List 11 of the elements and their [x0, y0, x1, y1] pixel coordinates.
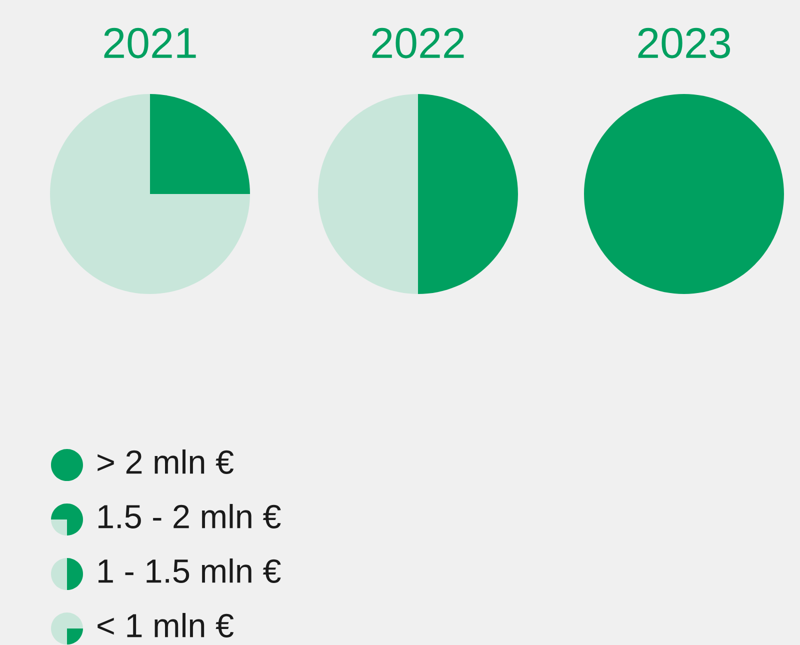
text: 1 - 1.5 mln € — [98, 558, 281, 583]
chart-title: 2023 — [638, 28, 730, 58]
pie-slice — [418, 94, 518, 294]
pie-slice — [318, 94, 418, 294]
text: < 1 mln € — [98, 612, 234, 638]
pie-slice — [150, 94, 250, 194]
text: > 2 mln € — [98, 449, 234, 474]
chart-title: 2022 — [372, 28, 464, 58]
pie-slice — [50, 94, 250, 294]
chart-title: 2021 — [104, 28, 196, 58]
text: 1.5 - 2 mln € — [98, 504, 281, 528]
